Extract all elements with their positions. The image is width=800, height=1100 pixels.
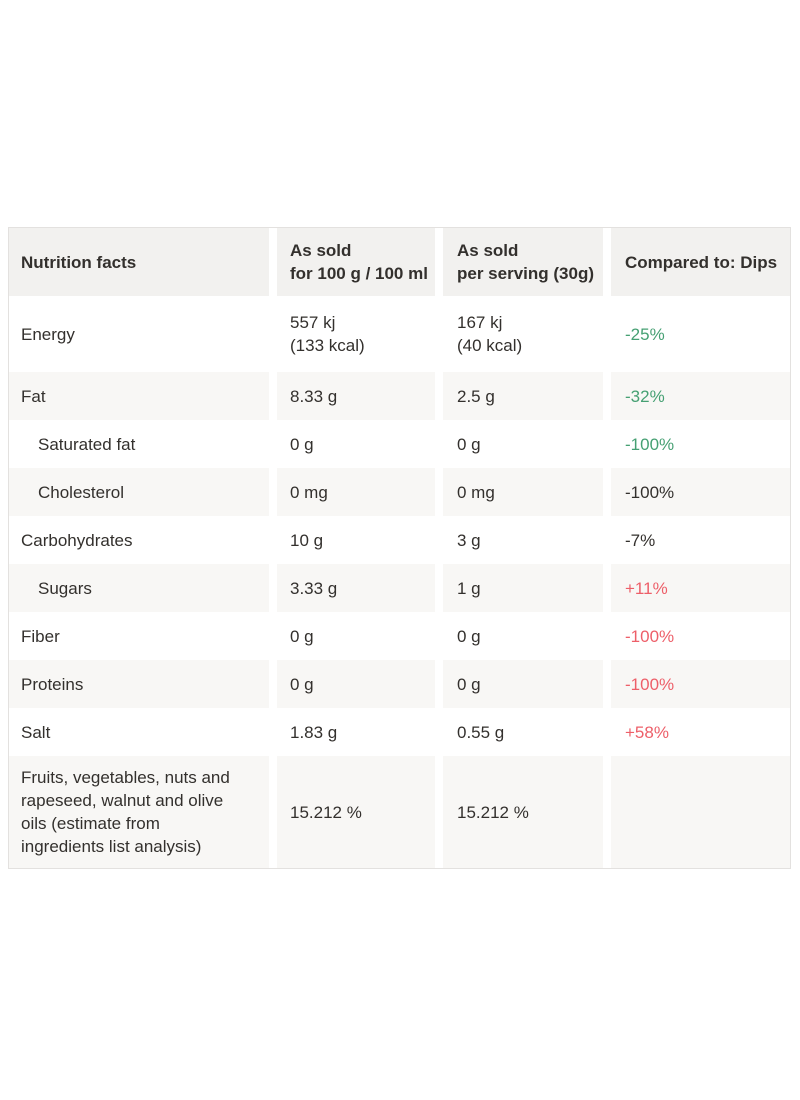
- value-per-serving: 0.55 g: [457, 722, 505, 742]
- compared-value: -100%: [625, 434, 675, 454]
- value-per-serving: 0 g: [457, 626, 481, 646]
- header-compared-to: Compared to: Dips: [611, 228, 790, 296]
- value-per-serving: 0 g: [457, 434, 481, 454]
- value-per-serving: 167 kj (40 kcal): [457, 313, 523, 355]
- value-per-serving: 1 g: [443, 564, 603, 612]
- nutrient-name: Saturated fat: [38, 434, 136, 454]
- compared-value: -100%: [611, 468, 790, 516]
- header-as-sold-100g-label: As sold for 100 g / 100 ml: [290, 241, 428, 283]
- compared-value: +58%: [625, 722, 669, 742]
- row-fiber: Fiber 0 g 0 g -100%: [9, 612, 790, 660]
- value-per-serving: 3 g: [457, 530, 481, 550]
- value-as-sold: 0 g: [290, 434, 314, 454]
- compared-value: -32%: [611, 372, 790, 420]
- nutrient-name: Fiber: [21, 626, 60, 646]
- nutrient-name: Sugars: [9, 564, 269, 612]
- row-proteins: Proteins 0 g 0 g -100%: [9, 660, 790, 708]
- row-sugars: Sugars 3.33 g 1 g +11%: [9, 564, 790, 612]
- nutrient-name: Salt: [21, 722, 51, 742]
- row-cholesterol: Cholesterol 0 mg 0 mg -100%: [9, 468, 790, 516]
- row-saturated-fat: Saturated fat 0 g 0 g -100%: [9, 420, 790, 468]
- compared-value: +11%: [611, 564, 790, 612]
- value-as-sold: 557 kj (133 kcal): [290, 313, 365, 355]
- value-as-sold: 3.33 g: [277, 564, 435, 612]
- row-fat: Fat 8.33 g 2.5 g -32%: [9, 372, 790, 420]
- value-per-serving: 2.5 g: [443, 372, 603, 420]
- header-per-serving-label: As sold per serving (30g): [457, 241, 594, 283]
- header-nutrition-facts: Nutrition facts: [9, 228, 269, 296]
- nutrient-name: Fruits, vegetables, nuts and rapeseed, w…: [9, 756, 269, 868]
- value-per-serving: 0 mg: [443, 468, 603, 516]
- row-salt: Salt 1.83 g 0.55 g +58%: [9, 708, 790, 756]
- nutrient-name: Cholesterol: [9, 468, 269, 516]
- header-nutrition-facts-label: Nutrition facts: [21, 252, 137, 272]
- value-as-sold: 8.33 g: [277, 372, 435, 420]
- compared-value: -100%: [625, 626, 675, 646]
- header-per-serving: As sold per serving (30g): [443, 228, 603, 296]
- nutrient-name: Proteins: [9, 660, 269, 708]
- value-as-sold: 0 mg: [277, 468, 435, 516]
- compared-value: [611, 756, 790, 868]
- header-as-sold-100g: As sold for 100 g / 100 ml: [277, 228, 435, 296]
- value-as-sold: 15.212 %: [277, 756, 435, 868]
- header-compared-to-label: Compared to: Dips: [625, 252, 778, 272]
- value-as-sold: 10 g: [290, 530, 324, 550]
- compared-value: -25%: [625, 324, 665, 344]
- value-per-serving: 0 g: [443, 660, 603, 708]
- table-header-row: Nutrition facts As sold for 100 g / 100 …: [9, 228, 790, 296]
- nutrition-facts-table: Nutrition facts As sold for 100 g / 100 …: [8, 227, 791, 869]
- nutrient-name: Fat: [9, 372, 269, 420]
- nutrient-name: Carbohydrates: [21, 530, 133, 550]
- value-as-sold: 0 g: [277, 660, 435, 708]
- value-as-sold: 1.83 g: [290, 722, 338, 742]
- compared-value: -100%: [611, 660, 790, 708]
- row-fruits-vegetables-estimate: Fruits, vegetables, nuts and rapeseed, w…: [9, 756, 790, 868]
- row-carbohydrates: Carbohydrates 10 g 3 g -7%: [9, 516, 790, 564]
- value-as-sold: 0 g: [290, 626, 314, 646]
- nutrient-name: Energy: [21, 324, 75, 344]
- row-energy: Energy 557 kj (133 kcal) 167 kj (40 kcal…: [9, 296, 790, 372]
- compared-value: -7%: [625, 530, 656, 550]
- value-per-serving: 15.212 %: [443, 756, 603, 868]
